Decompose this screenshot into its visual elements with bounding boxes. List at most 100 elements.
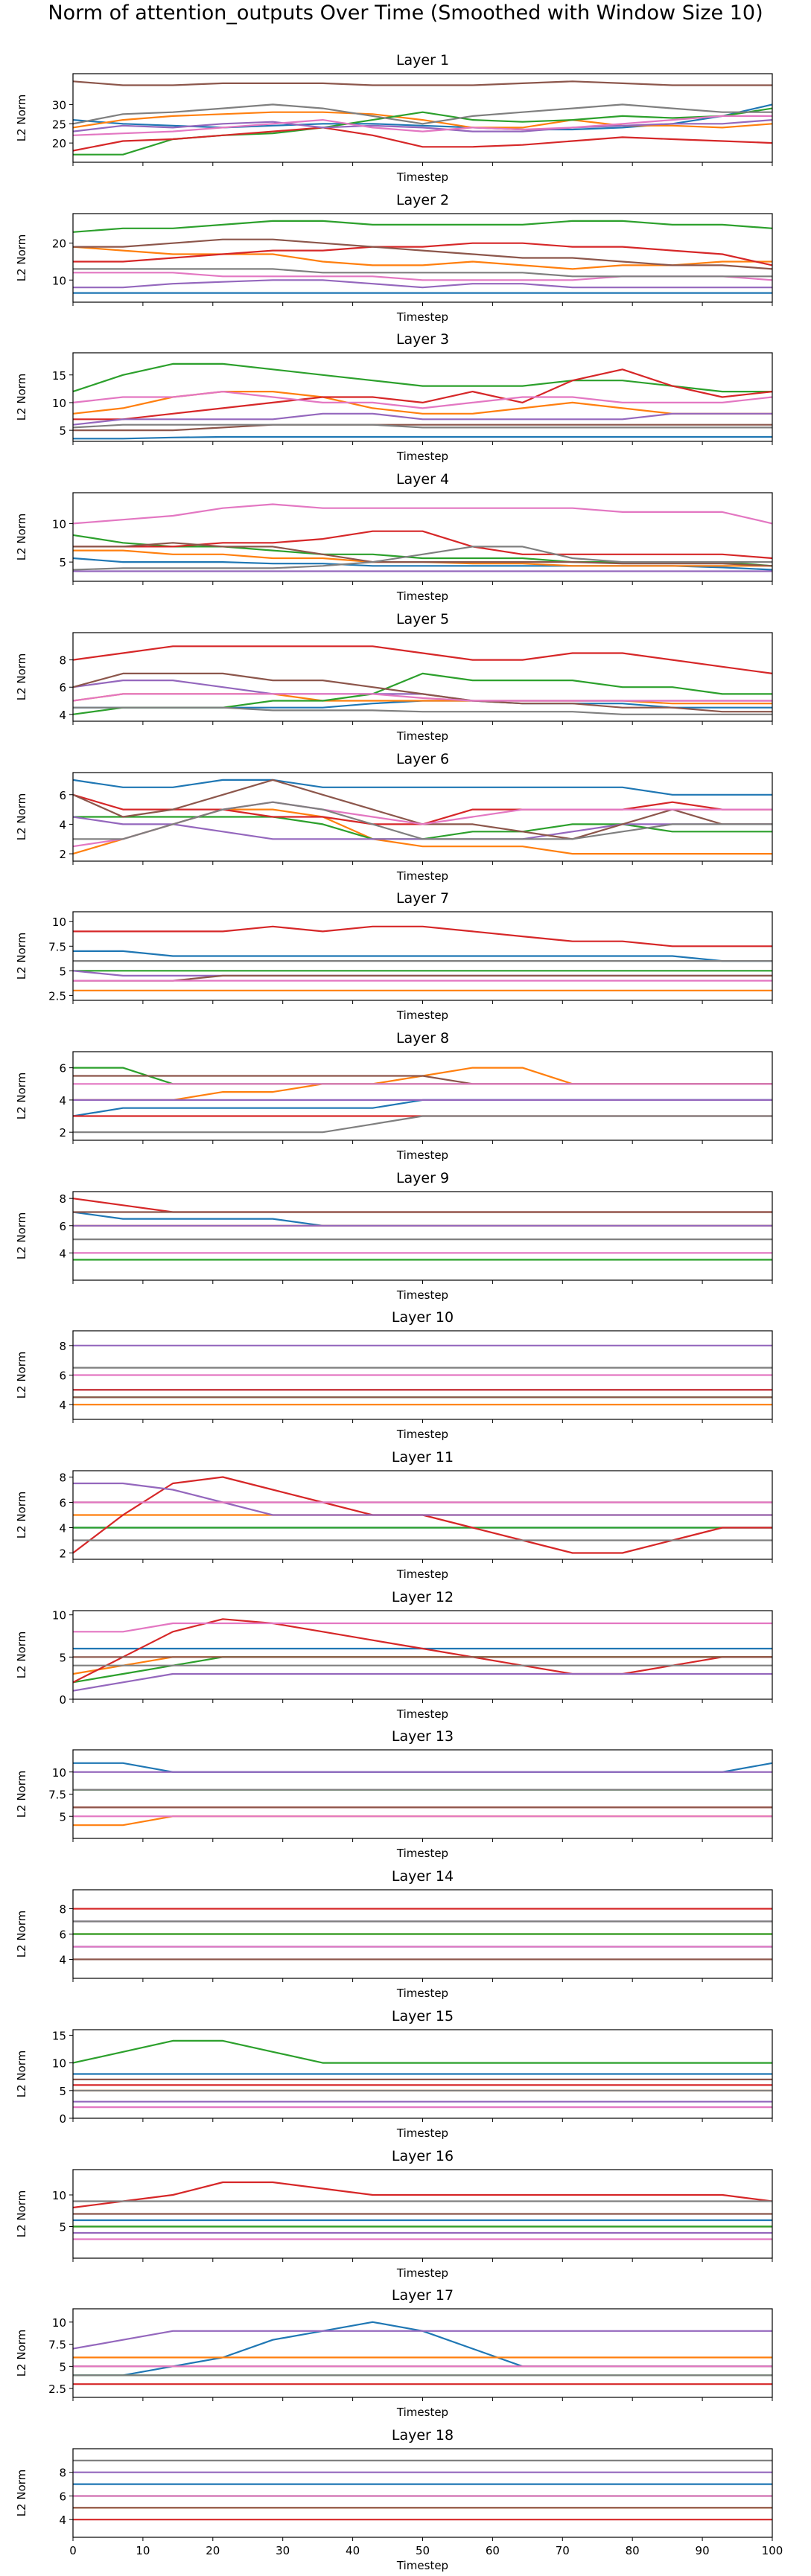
series-line-2 <box>72 111 773 129</box>
y-tick-label: 6 <box>59 2490 66 2503</box>
y-tick-label: 10 <box>52 2316 66 2330</box>
y-tick-label: 2 <box>59 1126 66 1140</box>
figure-title: Norm of attention_outputs Over Time (Smo… <box>48 1 763 25</box>
series-line-8 <box>72 546 772 571</box>
series-line-7 <box>72 390 773 409</box>
x-tick-label: 50 <box>416 2544 430 2557</box>
y-tick-label: 6 <box>59 1370 66 1383</box>
subplot-title: Layer 18 <box>392 2427 454 2444</box>
y-axis-label: L2 Norm <box>15 2051 28 2098</box>
y-tick-label: 4 <box>59 1247 66 1260</box>
axes-frame <box>72 2448 773 2538</box>
series-line-4 <box>73 242 773 266</box>
y-tick-label: 10 <box>52 915 66 929</box>
y-tick-label: 5 <box>59 1810 66 1824</box>
y-tick-label: 5 <box>59 2360 66 2374</box>
series-line-8 <box>72 424 772 429</box>
series-line-4 <box>73 925 772 947</box>
subplot-title: Layer 14 <box>392 1868 454 1885</box>
series-line-1 <box>73 1762 773 1773</box>
x-axis-label: Timestep <box>396 1847 448 1860</box>
subplot-title: Layer 15 <box>392 2008 454 2024</box>
subplot-title: Layer 10 <box>392 1309 454 1326</box>
x-axis-label: Timestep <box>396 2126 448 2140</box>
subplot-title: Layer 4 <box>396 471 449 488</box>
y-tick-label: 8 <box>59 1192 66 1206</box>
y-tick-label: 6 <box>59 1220 66 1233</box>
x-tick-label: 10 <box>136 2544 150 2557</box>
series-line-3 <box>72 1656 772 1684</box>
x-axis-label: Timestep <box>396 1707 448 1721</box>
x-tick-label: 40 <box>346 2544 360 2557</box>
series-line-5 <box>72 119 773 132</box>
subplot-layer-15: Layer 15 0 5 10 15 Timestep L2 Norm <box>15 2008 773 2140</box>
series-line-5 <box>73 279 772 289</box>
subplot-title: Layer 11 <box>392 1449 454 1466</box>
subplot-layer-9: Layer 9 4 6 8 Timestep L2 Norm <box>15 1170 773 1302</box>
y-tick-label: 4 <box>59 1399 66 1412</box>
series-line-8 <box>73 1115 772 1134</box>
y-tick-label: 0 <box>59 1693 66 1707</box>
y-axis-label: L2 Norm <box>15 95 28 142</box>
subplot-title: Layer 17 <box>392 2287 454 2304</box>
y-tick-label: 5 <box>59 556 66 569</box>
subplot-title: Layer 8 <box>396 1030 449 1046</box>
subplot-layer-16: Layer 16 5 10 Timestep L2 Norm <box>15 2148 773 2280</box>
subplot-title: Layer 16 <box>392 2148 454 2164</box>
y-tick-label: 20 <box>52 137 66 150</box>
y-axis-label: L2 Norm <box>15 793 28 841</box>
y-tick-label: 8 <box>59 1471 66 1485</box>
subplot-title: Layer 12 <box>392 1589 454 1605</box>
x-axis-label: Timestep <box>396 1148 448 1162</box>
y-tick-label: 5 <box>59 2085 66 2098</box>
subplot-layer-11: Layer 11 2 4 6 8 Timestep L2 Norm <box>15 1449 773 1581</box>
subplot-title: Layer 13 <box>392 1728 454 1745</box>
y-axis-label: L2 Norm <box>15 1911 28 1958</box>
series-line-7 <box>72 693 772 702</box>
y-tick-label: 0 <box>59 2112 66 2126</box>
y-tick-label: 4 <box>59 2513 66 2527</box>
y-tick-label: 8 <box>59 2467 66 2480</box>
x-tick-label: 80 <box>626 2544 640 2557</box>
y-tick-label: 20 <box>52 237 66 251</box>
series-line-1 <box>72 1099 772 1117</box>
y-tick-label: 5 <box>59 2221 66 2234</box>
axes-frame <box>72 1191 773 1281</box>
series-line-4 <box>73 368 773 421</box>
series-line-4 <box>72 645 773 674</box>
x-tick-label: 60 <box>486 2544 500 2557</box>
subplot-layer-8: Layer 8 2 4 6 Timestep L2 Norm <box>15 1030 773 1162</box>
series-line-2 <box>72 246 772 270</box>
y-tick-label: 2 <box>59 1547 66 1561</box>
x-axis-label: Timestep <box>396 450 448 463</box>
subplot-title: Layer 9 <box>396 1170 449 1186</box>
y-axis-label: L2 Norm <box>15 1631 28 1679</box>
x-tick-label: 20 <box>206 2544 220 2557</box>
x-axis-label: Timestep <box>396 310 448 324</box>
series-line-8 <box>73 801 772 840</box>
subplot-title: Layer 7 <box>396 890 449 907</box>
y-tick-label: 15 <box>52 369 66 383</box>
x-axis-label: Timestep <box>396 1009 448 1022</box>
subplot-title: Layer 1 <box>396 52 449 68</box>
subplot-layer-12: Layer 12 0 5 10 Timestep L2 Norm <box>15 1589 773 1721</box>
y-tick-label: 7.5 <box>48 1789 66 1802</box>
series-line-3 <box>72 2039 772 2064</box>
subplot-title: Layer 2 <box>396 192 449 208</box>
series-line-6 <box>72 80 772 86</box>
subplot-layer-17: Layer 17 2.5 5 7.5 10 Timestep L2 Norm <box>15 2287 773 2419</box>
series-line-7 <box>72 115 772 136</box>
series-line-4 <box>72 2181 773 2209</box>
series-line-6 <box>73 974 772 982</box>
axes-frame <box>72 1749 773 1839</box>
subplot-layer-1: Layer 1 20 25 30 Timestep L2 Norm <box>15 52 773 184</box>
y-tick-label: 7.5 <box>48 940 66 953</box>
x-axis-label: Timestep <box>396 1288 448 1302</box>
y-axis-label: L2 Norm <box>15 1073 28 1120</box>
series-line-4 <box>72 127 773 152</box>
y-tick-label: 8 <box>59 1340 66 1353</box>
x-tick-label: 30 <box>276 2544 290 2557</box>
subplot-title: Layer 6 <box>396 751 449 767</box>
